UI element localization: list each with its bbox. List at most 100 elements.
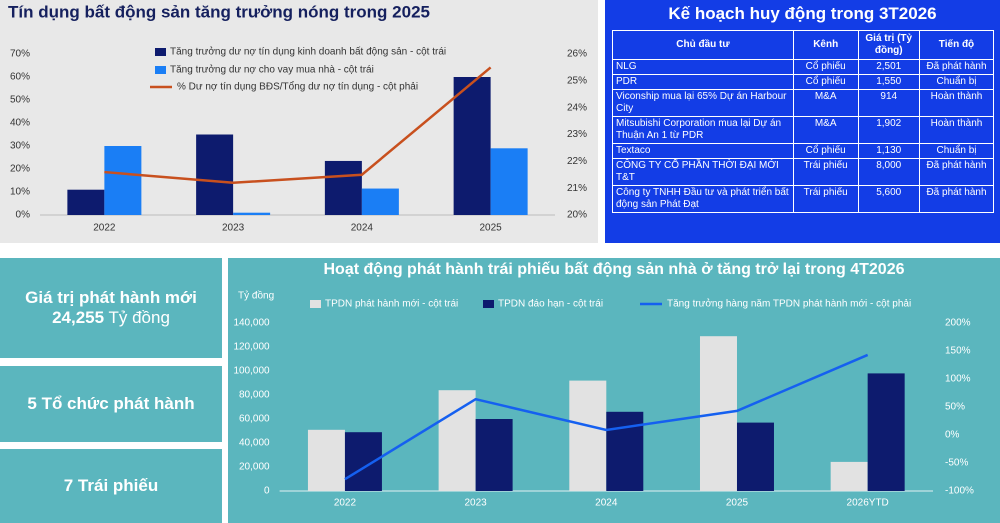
plan-table: Chủ đầu tư Kênh Giá trị (Tỷ đồng) Tiến độ NL… [612,30,995,213]
y2-tick-label: 20% [567,210,587,221]
bar [324,160,362,215]
legend-swatch [483,300,494,308]
y-tick-label: 140,000 [233,318,270,329]
y2-tick-label: -100% [945,486,974,497]
table-cell: Cổ phiếu [792,74,859,90]
chart-title: Hoạt động phát hành trái phiếu bất động … [324,261,905,278]
y2-tick-label: 100% [945,374,971,385]
table-cell: Hoàn thành [918,89,995,117]
table-cell: 2,501 [857,59,920,75]
header-cell: Kênh [792,30,859,60]
table-title: Kế hoạch huy động trong 3T2026 [668,4,937,23]
y-tick-label: 50% [10,95,30,106]
y-tick-label: 60% [10,72,30,83]
y2-tick-label: 24% [567,102,587,113]
line-series [344,353,869,481]
table-cell: NLG [612,59,794,75]
y2-tick-label: 0% [945,430,960,441]
kpi-issuers: 5 Tổ chức phát hành [0,366,222,442]
y2-tick-label: 23% [567,129,587,140]
table-cell: Trái phiếu [792,185,859,213]
header-row: Chủ đầu tư Kênh Giá trị (Tỷ đồng) Tiến độ [612,30,995,60]
bar [233,212,271,215]
table-cell: Chuẩn bị [918,74,995,90]
y2-tick-label: 22% [567,156,587,167]
y-tick-label: 80,000 [239,390,270,401]
y2-tick-label: 25% [567,75,587,86]
y-tick-label: 40% [10,118,30,129]
x-tick-label: 2023 [222,223,245,234]
table-cell: CÔNG TY CỔ PHẦN THỜI ĐẠI MỚI T&T [612,158,794,186]
table-cell: Cổ phiếu [792,143,859,159]
y2-tick-label: 150% [945,346,971,357]
legend-label: Tăng trưởng dư nợ tín dụng kinh doanh bấ… [170,46,446,58]
table-cell: Viconship mua lại 65% Dự án Harbour City [612,89,794,117]
table-row: NLG Cổ phiếu 2,501 Đã phát hành [612,59,995,75]
y-tick-label: 40,000 [239,438,270,449]
y-tick-label: 60,000 [239,414,270,425]
bar [453,77,491,215]
y-tick-label: 100,000 [233,366,270,377]
legend-label: TPDN đáo hạn - cột trái [498,299,603,310]
y-tick-label: 10% [10,187,30,198]
table-cell: 1,130 [857,143,920,159]
legend-swatch [155,66,166,74]
y2-tick-label: 26% [567,49,587,60]
table-cell: 5,600 [857,185,920,213]
y-tick-label: 20,000 [239,462,270,473]
y2-tick-label: 200% [945,318,971,329]
kpi-issued: Giá trị phát hành mới 24,255 Tỷ đồng [0,258,222,358]
x-tick-label: 2025 [480,223,503,234]
table-cell: Công ty TNHH Đầu tư và phát triển bất độ… [612,185,794,213]
header-cell: Giá trị (Tỷ đồng) [857,30,920,60]
bar [104,146,142,215]
y-axis-label: Tỷ đồng [238,290,274,302]
y2-tick-label: -50% [945,458,968,469]
table-cell: Hoàn thành [918,116,995,144]
bar [606,411,644,491]
table-cell: M&A [792,89,859,117]
bar [475,419,513,491]
x-tick-label: 2024 [595,498,618,509]
y-tick-label: 70% [10,49,30,60]
legend-label: TPDN phát hành mới - cột trái [325,299,458,310]
bar [67,189,105,215]
bar [196,134,234,215]
kpi-text: 5 Tổ chức phát hành [27,394,195,413]
x-tick-label: 2023 [464,498,487,509]
x-tick-label: 2024 [351,223,374,234]
table-cell: Đã phát hành [918,185,995,213]
chart-title: Tín dụng bất động sản tăng trưởng nóng t… [8,2,430,21]
x-tick-label: 2022 [93,223,116,234]
table-cell: 914 [857,89,920,117]
kpi-unit: Tỷ đồng [108,308,170,327]
table-cell: Đã phát hành [918,158,995,186]
table-cell: 1,902 [857,116,920,144]
table-row: PDR Cổ phiếu 1,550 Chuẩn bị [612,74,995,90]
bar [307,429,345,491]
y2-tick-label: 50% [945,402,965,413]
bar [490,148,528,215]
x-tick-label: 2026YTD [847,498,889,509]
y-tick-label: 0 [264,486,270,497]
y-tick-label: 30% [10,141,30,152]
table-row: CÔNG TY CỔ PHẦN THỜI ĐẠI MỚI T&T Trái phi… [612,158,995,186]
bond-chart: Hoạt động phát hành trái phiếu bất động … [228,258,1000,523]
table-cell: M&A [792,116,859,144]
header-cell: Chủ đầu tư [612,30,794,60]
y-tick-label: 0% [16,210,31,221]
table-row: Mitsubishi Corporation mua lại Dự án Thu… [612,116,995,144]
y2-tick-label: 21% [567,183,587,194]
table-cell: Chuẩn bị [918,143,995,159]
x-tick-label: 2025 [726,498,749,509]
bar [438,390,476,491]
legend-swatch [155,48,166,56]
legend-label: Tăng trưởng dư nợ cho vay mua nhà - cột … [170,64,374,76]
bar [830,461,868,491]
x-tick-label: 2022 [334,498,357,509]
bar [569,380,607,491]
legend-label: % Dư nợ tín dụng BĐS/Tổng dư nợ tín dụng… [177,81,418,93]
bar [344,432,382,491]
y-tick-label: 120,000 [233,342,270,353]
